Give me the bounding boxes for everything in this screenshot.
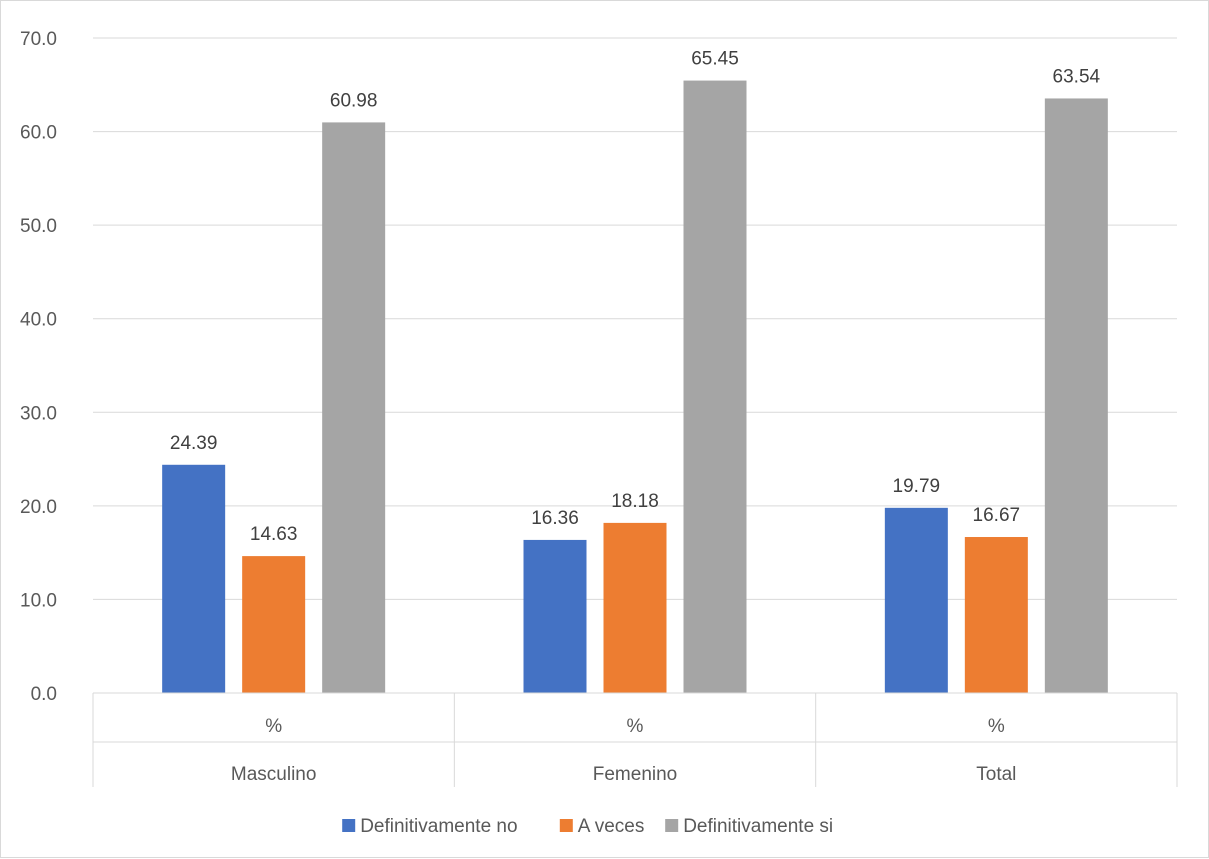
data-label: 65.45 (691, 49, 739, 70)
bar-a-veces (242, 556, 306, 693)
y-tick-label: 20.0 (20, 497, 57, 518)
data-label: 18.18 (611, 491, 659, 512)
bar-a-veces (964, 537, 1028, 693)
data-label: 16.36 (531, 508, 579, 529)
x-category-label: Femenino (593, 764, 678, 785)
y-tick-label: 10.0 (20, 590, 57, 611)
x-sub-category-label: % (627, 716, 644, 737)
x-sub-category-label: % (988, 716, 1005, 737)
data-label: 24.39 (170, 433, 218, 454)
y-tick-label: 50.0 (20, 216, 57, 237)
x-sub-category-label: % (265, 716, 282, 737)
bar-a-veces (603, 522, 667, 693)
legend-label: A veces (578, 816, 645, 837)
y-tick-label: 0.0 (31, 684, 57, 705)
data-label: 14.63 (250, 524, 298, 545)
data-label: 63.54 (1053, 66, 1101, 87)
x-category-label: Masculino (231, 764, 317, 785)
y-axis-ticks: 0.0 10.0 20.0 30.0 40.0 50.0 60.0 70.0 (20, 29, 57, 705)
bar-definitivamente-no (162, 464, 226, 693)
data-label: 16.67 (973, 505, 1021, 526)
data-labels: 24.39 16.36 19.79 14.63 18.18 16.67 60.98 65.45… (170, 49, 1101, 546)
x-axis: % Masculino% Femenino% Total (92, 692, 1178, 787)
x-category-label: Total (976, 764, 1016, 785)
legend-label: Definitivamente si (683, 816, 833, 837)
legend-swatch (342, 819, 356, 832)
legend: Definitivamente no A veces Definitivamente… (342, 816, 833, 837)
data-label: 19.79 (893, 476, 941, 497)
legend-swatch (665, 819, 679, 832)
bar-definitivamente-si (322, 122, 386, 693)
y-tick-label: 40.0 (20, 310, 57, 331)
legend-label: Definitivamente no (360, 816, 517, 837)
bar-definitivamente-si (683, 80, 747, 693)
legend-swatch (559, 819, 573, 832)
y-tick-label: 30.0 (20, 403, 57, 424)
bar-definitivamente-no (523, 539, 587, 693)
y-tick-label: 60.0 (20, 123, 57, 144)
bar-definitivamente-si (1044, 98, 1108, 693)
data-label: 60.98 (330, 90, 378, 111)
y-tick-label: 70.0 (20, 29, 57, 50)
bar-definitivamente-no (884, 507, 948, 693)
bars (162, 80, 1108, 693)
